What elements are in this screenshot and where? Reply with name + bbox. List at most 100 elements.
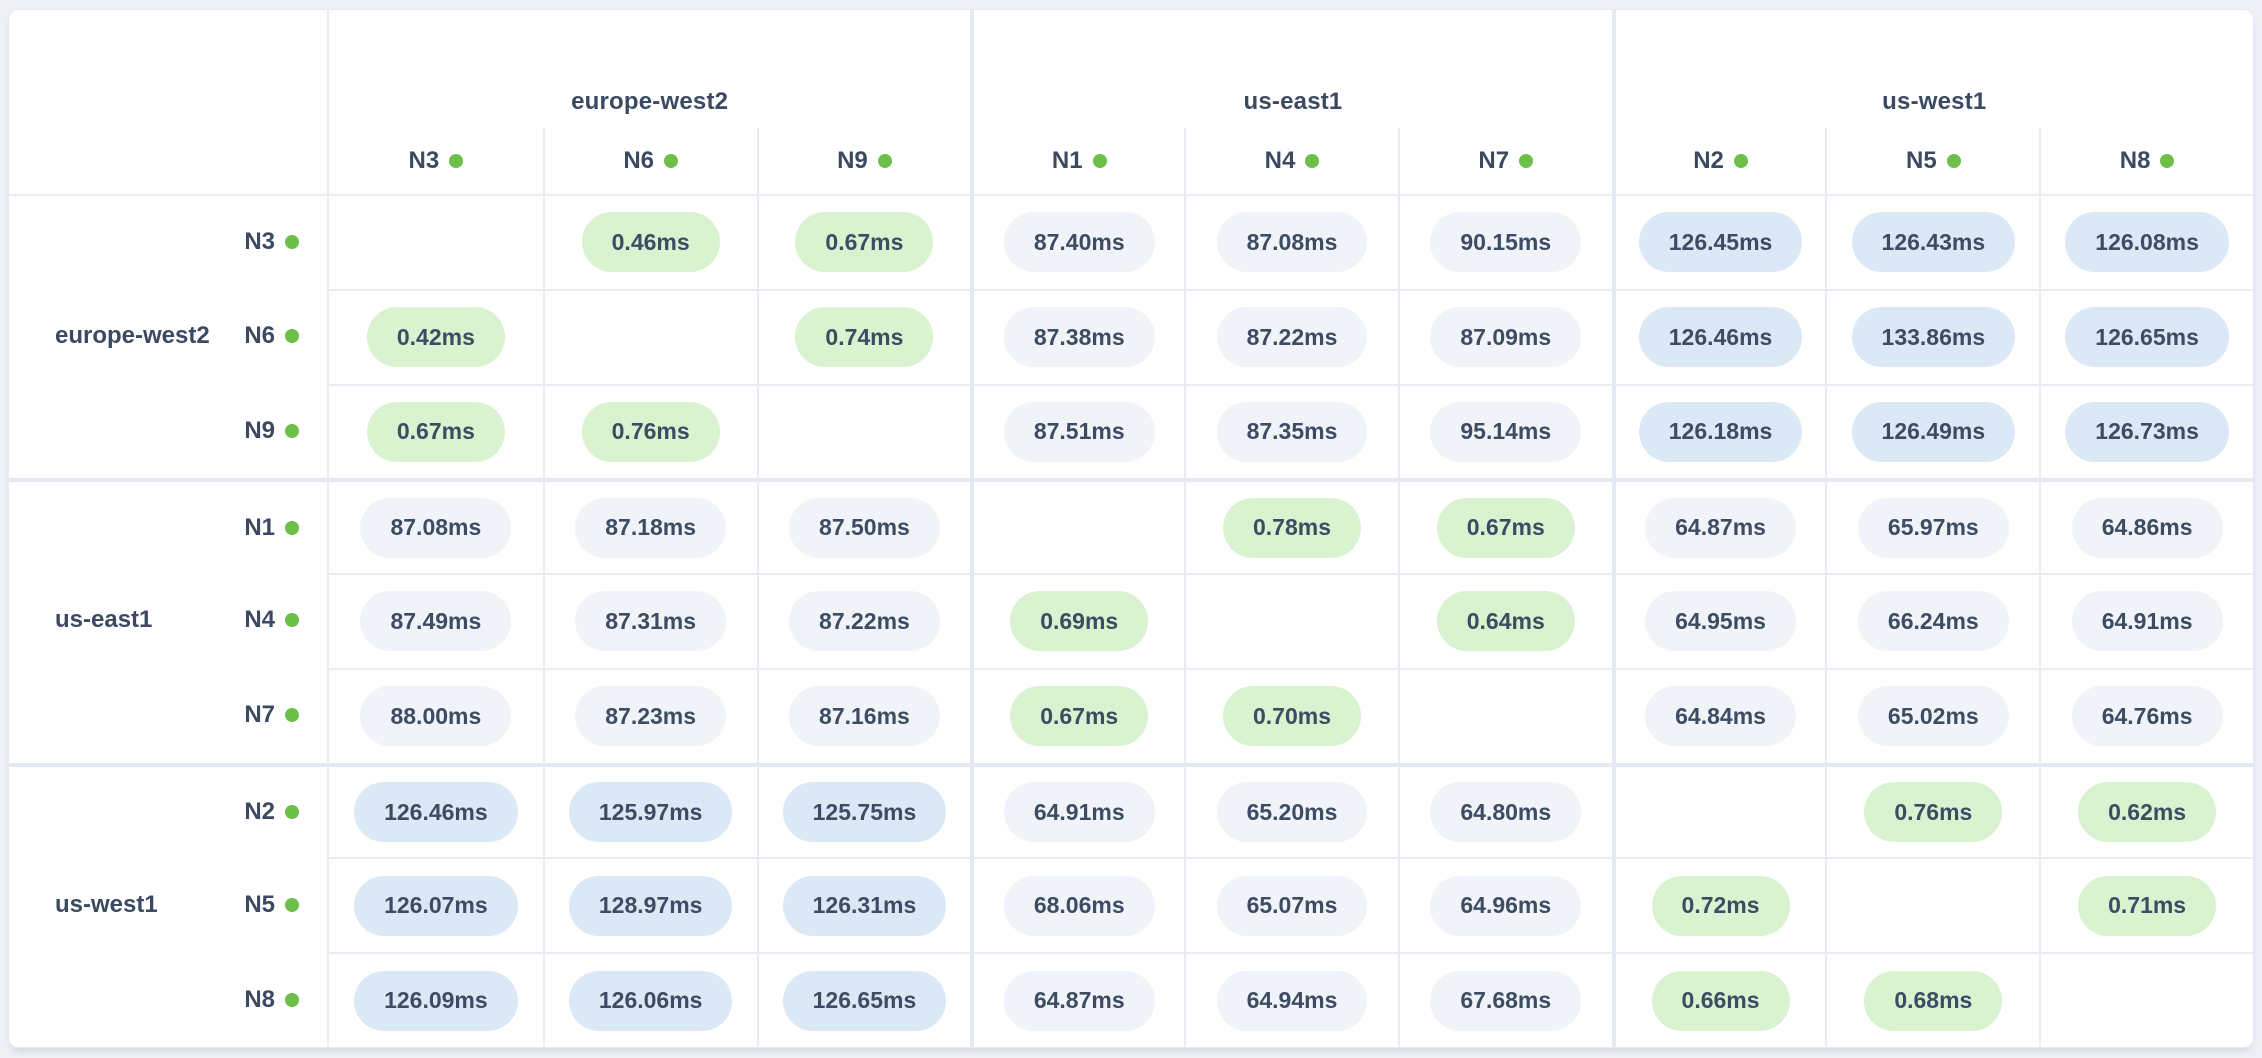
latency-cell-N1-N5: 65.97ms <box>1825 478 2040 574</box>
latency-cell-N3-N4: 87.08ms <box>1184 194 1398 289</box>
latency-value-pill: 65.07ms <box>1216 875 1368 936</box>
column-header-N5: N5 <box>1825 128 2039 194</box>
latency-value-pill: 64.91ms <box>2071 591 2223 652</box>
latency-value-pill: 64.86ms <box>2071 497 2223 558</box>
latency-value-pill: 87.08ms <box>360 497 512 558</box>
row-header-label: N9 <box>244 416 275 444</box>
latency-cell-N7-N8: 64.76ms <box>2039 667 2253 763</box>
latency-cell-N6-N2: 126.46ms <box>1611 288 1826 384</box>
node-status-dot-icon <box>285 708 299 723</box>
node-status-dot-icon <box>1733 154 1748 168</box>
latency-cell-N6-N6 <box>542 288 757 384</box>
latency-value-pill: 0.71ms <box>2078 875 2217 936</box>
latency-cell-N1-N6: 87.18ms <box>542 478 757 574</box>
latency-cell-N9-N7: 95.14ms <box>1397 383 1612 479</box>
latency-cell-N8-N9: 126.65ms <box>756 952 971 1047</box>
latency-cell-N2-N8: 0.62ms <box>2039 762 2253 858</box>
node-status-dot-icon <box>285 520 299 535</box>
latency-cell-N8-N5: 0.68ms <box>1825 952 2040 1047</box>
latency-cell-N4-N9: 87.22ms <box>756 573 971 668</box>
node-status-dot-icon <box>877 154 892 168</box>
column-region-header-us-east1: us-east1 <box>970 10 1611 128</box>
latency-cell-N7-N3: 88.00ms <box>329 667 543 763</box>
latency-cell-N3-N3 <box>329 194 543 289</box>
latency-cell-N2-N2 <box>1611 762 1826 858</box>
latency-value-pill: 65.97ms <box>1857 497 2009 558</box>
row-header-N5: us-west1 N5 <box>9 857 329 953</box>
latency-cell-N9-N1: 87.51ms <box>970 383 1185 479</box>
column-header-label: N3 <box>408 147 440 174</box>
latency-value-pill: 64.84ms <box>1645 686 1796 747</box>
latency-value-pill: 64.95ms <box>1645 591 1796 652</box>
latency-value-pill: 0.46ms <box>581 212 720 273</box>
column-header-N9: N9 <box>756 128 971 194</box>
latency-cell-N7-N9: 87.16ms <box>756 667 971 763</box>
column-header-N4: N4 <box>1184 128 1398 194</box>
latency-value-pill: 87.31ms <box>575 591 727 652</box>
latency-cell-N9-N3: 0.67ms <box>329 383 543 479</box>
column-header-N8: N8 <box>2039 128 2253 194</box>
latency-value-pill: 0.67ms <box>1010 686 1149 747</box>
latency-cell-N4-N1: 0.69ms <box>970 573 1185 668</box>
row-header-N8: N8 <box>9 952 329 1047</box>
latency-cell-N6-N9: 0.74ms <box>756 288 971 384</box>
latency-cell-N6-N4: 87.22ms <box>1184 288 1398 384</box>
latency-value-pill: 126.08ms <box>2065 212 2229 273</box>
node-status-dot-icon <box>1946 154 1961 168</box>
latency-cell-N8-N2: 0.66ms <box>1611 952 1826 1047</box>
latency-cell-N7-N5: 65.02ms <box>1825 667 2040 763</box>
latency-value-pill: 0.76ms <box>1864 782 2003 843</box>
latency-cell-N1-N2: 64.87ms <box>1611 478 1826 574</box>
latency-cell-N7-N4: 0.70ms <box>1184 667 1398 763</box>
latency-cell-N3-N6: 0.46ms <box>542 194 757 289</box>
row-region-label-us-west1: us-west1 <box>55 890 158 918</box>
row-header-N2: N2 <box>9 762 329 858</box>
latency-cell-N4-N3: 87.49ms <box>329 573 543 668</box>
latency-cell-N7-N6: 87.23ms <box>542 667 757 763</box>
latency-cell-N3-N2: 126.45ms <box>1611 194 1826 289</box>
column-header-label: N4 <box>1264 147 1296 174</box>
latency-cell-N3-N8: 126.08ms <box>2039 194 2253 289</box>
row-header-label: N5 <box>244 890 275 918</box>
latency-value-pill: 126.43ms <box>1851 212 2016 273</box>
node-status-dot-icon <box>1092 154 1107 168</box>
latency-cell-N2-N6: 125.97ms <box>542 762 757 858</box>
latency-cell-N1-N8: 64.86ms <box>2039 478 2253 574</box>
latency-cell-N5-N1: 68.06ms <box>970 857 1185 953</box>
row-header-N4: us-east1 N4 <box>9 573 329 668</box>
latency-value-pill: 67.68ms <box>1430 970 1582 1031</box>
latency-value-pill: 95.14ms <box>1430 401 1582 462</box>
node-status-dot-icon <box>285 329 299 344</box>
row-region-label-us-east1: us-east1 <box>55 606 153 634</box>
latency-cell-N1-N1 <box>970 478 1185 574</box>
row-header-N9: N9 <box>9 383 329 479</box>
row-header-N6: europe-west2 N6 <box>9 288 329 384</box>
latency-value-pill: 0.62ms <box>2078 782 2217 843</box>
latency-value-pill: 126.31ms <box>782 875 947 936</box>
latency-value-pill: 64.87ms <box>1003 970 1155 1031</box>
latency-value-pill: 126.45ms <box>1638 212 1803 273</box>
row-header-label: N6 <box>244 322 275 350</box>
latency-value-pill: 87.09ms <box>1430 307 1582 368</box>
latency-cell-N5-N3: 126.07ms <box>329 857 543 952</box>
latency-cell-N2-N4: 65.20ms <box>1184 762 1398 858</box>
latency-value-pill: 87.51ms <box>1003 401 1155 462</box>
latency-cell-N6-N3: 0.42ms <box>329 288 543 384</box>
latency-value-pill: 125.97ms <box>568 782 733 843</box>
column-header-label: N8 <box>2119 147 2151 174</box>
node-status-dot-icon <box>285 805 299 820</box>
node-status-dot-icon <box>1305 154 1320 168</box>
node-status-dot-icon <box>1519 154 1534 168</box>
latency-value-pill: 133.86ms <box>1851 307 2016 368</box>
latency-cell-N6-N1: 87.38ms <box>970 288 1185 384</box>
latency-cell-N8-N3: 126.09ms <box>329 952 543 1047</box>
latency-cell-N5-N8: 0.71ms <box>2039 857 2253 953</box>
latency-value-pill: 0.64ms <box>1436 591 1575 652</box>
latency-value-pill: 0.72ms <box>1651 875 1790 936</box>
latency-value-pill: 0.66ms <box>1651 970 1790 1031</box>
latency-cell-N7-N1: 0.67ms <box>970 667 1185 763</box>
column-header-label: N7 <box>1478 147 1510 174</box>
latency-value-pill: 0.68ms <box>1864 970 2003 1031</box>
latency-cell-N5-N7: 64.96ms <box>1397 857 1612 953</box>
latency-cell-N2-N1: 64.91ms <box>970 762 1185 858</box>
